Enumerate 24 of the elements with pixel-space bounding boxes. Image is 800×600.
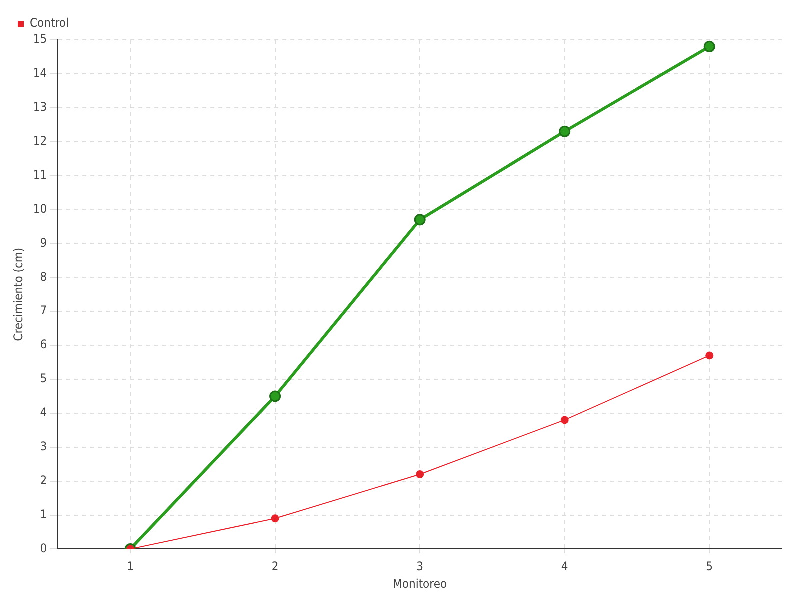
y-tick-label: 2 [40,473,48,488]
y-tick-label: 5 [40,372,48,386]
y-tick-label: 3 [40,439,48,454]
y-tick-label: 14 [33,66,48,80]
y-tick-label: 15 [33,32,48,46]
y-tick-label: 6 [40,338,48,352]
y-tick-label: 12 [33,134,48,148]
y-tick-label: 0 [40,541,48,556]
y-axis-title: Crecimiento (cm) [11,248,26,342]
y-tick-label: 9 [40,236,48,250]
y-tick-label: 7 [40,304,48,318]
x-tick-label: 1 [127,560,134,574]
x-tick-label: 4 [561,560,568,574]
x-tick-label: 3 [416,560,424,574]
y-tick-label: 10 [33,202,48,216]
y-tick-label: 8 [40,270,48,284]
y-tick-label: 1 [40,507,48,522]
y-tick-label: 13 [33,100,48,114]
legend-label: Control [30,16,69,30]
y-tick-label: 4 [40,406,48,420]
y-tick-label: 11 [33,168,48,182]
x-axis-title: Monitoreo [393,576,448,591]
x-tick-label: 2 [272,560,279,574]
x-tick-label: 5 [706,560,714,574]
